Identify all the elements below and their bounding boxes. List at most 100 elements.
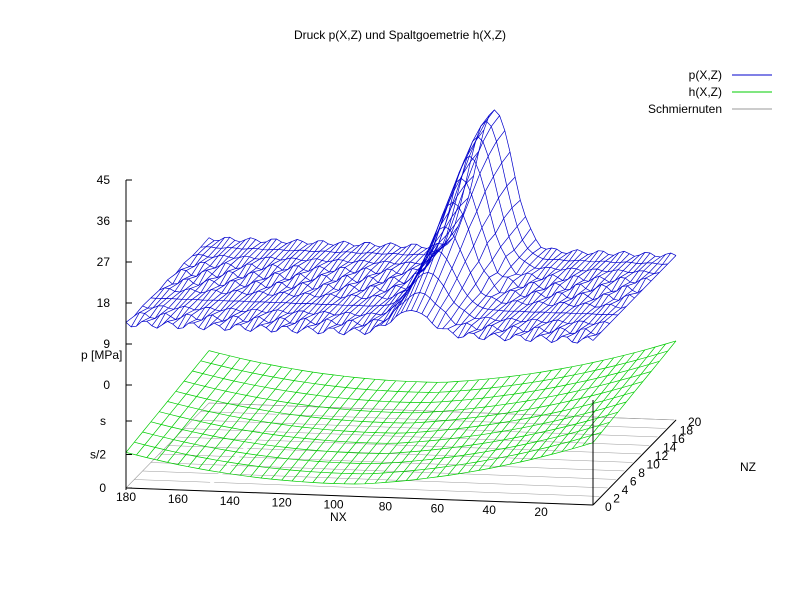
- x-tick-label: 40: [483, 503, 497, 517]
- p-surface-x-line: [556, 254, 640, 341]
- p-surface-x-line: [457, 247, 542, 339]
- p-surface-x-line: [234, 240, 319, 326]
- p-surface-x-line: [276, 245, 360, 332]
- p-surface-x-line: [561, 252, 646, 337]
- p-surface-x-line: [571, 255, 656, 343]
- p-surface-x-line: [416, 115, 500, 312]
- p-surface-x-line: [198, 241, 282, 328]
- p-surface-x-line: [296, 246, 381, 334]
- p-surface-x-line: [130, 240, 215, 328]
- p-surface-x-line: [270, 245, 355, 333]
- h-surface-x-line: [167, 360, 251, 463]
- x-axis-label: NX: [330, 510, 347, 524]
- p-surface-x-line: [141, 237, 225, 323]
- p-surface-x-line: [172, 239, 256, 325]
- h-surface-x-line: [488, 366, 573, 469]
- p-surface-x-line: [307, 242, 391, 327]
- p-surface-x-line: [338, 247, 422, 334]
- h-surface-x-line: [447, 373, 531, 476]
- h-surface-x-line: [592, 340, 677, 443]
- h-surface-x-line: [146, 355, 231, 458]
- p-surface-x-line: [395, 150, 480, 317]
- p-surface-x-line: [515, 250, 599, 335]
- p-surface-x-line: [488, 250, 573, 336]
- p-surface-x-line: [442, 216, 526, 330]
- p-surface-x-line: [525, 254, 609, 341]
- p-surface-x-line: [385, 197, 469, 326]
- h-tick-label: s: [100, 414, 106, 428]
- z-tick-label: 18: [97, 296, 111, 310]
- y-tick-label: 18: [680, 424, 694, 438]
- x-tick-label: 80: [379, 499, 393, 513]
- h-surface-x-line: [405, 378, 490, 481]
- p-surface-x-line: [369, 237, 454, 333]
- h-surface-x-line: [437, 374, 521, 478]
- p-surface-x-line: [483, 253, 568, 340]
- z-tick-label: 36: [97, 214, 111, 228]
- p-surface-x-line: [182, 241, 267, 328]
- h-surface-x-line: [156, 358, 241, 461]
- p-surface-x-line: [291, 245, 376, 332]
- h-surface-x-line: [385, 380, 469, 483]
- h-surface-x-line: [364, 381, 448, 485]
- h-surface-z-line: [134, 432, 602, 475]
- p-surface-x-line: [265, 242, 350, 328]
- x-tick-label: 60: [431, 501, 445, 515]
- h-surface-x-line: [302, 379, 386, 483]
- y-tick-label: 20: [688, 415, 702, 429]
- h-surface-x-line: [509, 362, 594, 465]
- p-surface-x-line: [577, 256, 661, 344]
- h-surface-x-line: [229, 371, 314, 475]
- y-tick-label: 4: [622, 483, 629, 497]
- p-surface-x-line: [322, 246, 407, 333]
- p-surface-x-line: [125, 237, 210, 323]
- h-surface-z-line: [167, 391, 635, 434]
- h-surface-x-line: [291, 379, 376, 482]
- groove-grid-line: [134, 479, 602, 497]
- h-surface-x-line: [281, 378, 365, 481]
- y-tick-label: 10: [647, 458, 661, 472]
- h-surface-x-line: [250, 374, 334, 477]
- p-surface-x-line: [468, 247, 552, 334]
- series-p-surface: [125, 109, 677, 344]
- p-surface-x-line: [193, 238, 277, 324]
- p-surface-x-line: [312, 244, 397, 330]
- h-surface-x-line: [219, 370, 303, 473]
- p-surface-x-line: [240, 240, 324, 326]
- h-surface-x-line: [198, 366, 282, 469]
- y-tick-label: 8: [638, 466, 645, 480]
- p-surface-x-line: [452, 239, 537, 334]
- p-surface-x-line: [364, 243, 448, 335]
- groove-channel: [202, 404, 288, 492]
- chart-title: Druck p(X,Z) und Spaltgoemetrie h(X,Z): [294, 28, 506, 42]
- x-tick-label: 20: [534, 505, 548, 519]
- h-surface-x-line: [312, 380, 397, 483]
- groove-grid-line: [150, 462, 618, 480]
- p-surface-x-line: [136, 240, 220, 327]
- p-surface-x-line: [156, 241, 241, 329]
- y-axis-line: [592, 419, 677, 506]
- p-surface-x-line: [167, 237, 251, 322]
- x-tick-label: 120: [272, 496, 292, 510]
- y-tick-label: 2: [613, 492, 620, 506]
- p-surface-x-line: [530, 255, 614, 342]
- p-surface-x-line: [566, 252, 651, 338]
- h-surface-z-line: [208, 340, 677, 383]
- p-surface-x-line: [551, 256, 635, 343]
- p-surface-x-line: [302, 244, 386, 330]
- z-tick-label: 45: [97, 173, 111, 187]
- h-surface-x-line: [520, 359, 604, 463]
- legend: p(X,Z) h(X,Z) Schmiernuten: [648, 68, 772, 116]
- p-surface-z-line: [208, 109, 677, 258]
- x-tick-label: 140: [220, 494, 240, 508]
- h-tick-labels: 0 s/2 s: [90, 414, 132, 495]
- p-surface-x-line: [390, 175, 474, 323]
- h-surface-z-line: [142, 421, 610, 465]
- h-surface-x-line: [271, 377, 355, 480]
- p-surface-x-line: [219, 241, 303, 327]
- p-surface-x-line: [421, 130, 506, 314]
- p-surface-x-line: [582, 254, 666, 340]
- h-surface-x-line: [426, 376, 511, 479]
- h-surface-x-line: [416, 377, 500, 480]
- y-tick-label: 14: [663, 441, 677, 455]
